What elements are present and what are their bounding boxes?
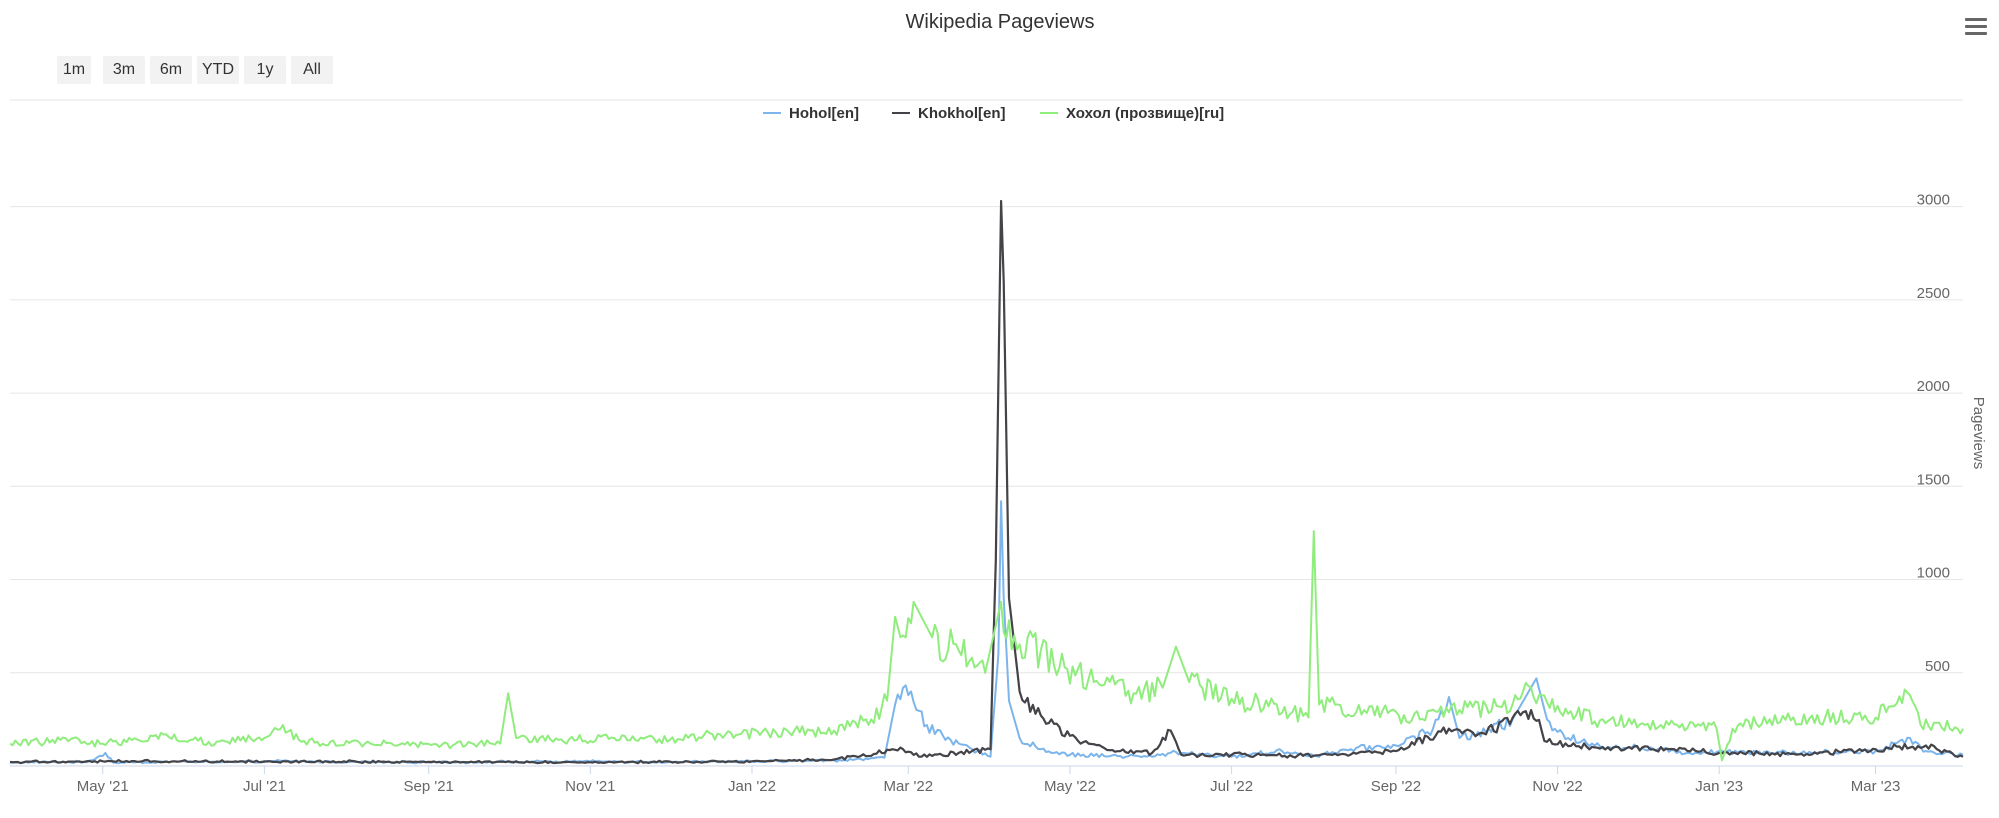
x-tick-label: Jan '23	[1695, 778, 1743, 795]
series-line-2	[9, 530, 1964, 762]
series-lines	[9, 199, 1964, 765]
y-tick-label: 500	[1925, 658, 1950, 675]
legend-item-1[interactable]: Khokhol[en]	[918, 105, 1006, 122]
range-button-6m[interactable]: 6m	[150, 56, 192, 84]
y-axis-title: Pageviews	[1970, 397, 1987, 470]
range-button-all[interactable]: All	[291, 56, 333, 84]
legend-item-0[interactable]: Hohol[en]	[789, 105, 859, 122]
y-axis-tick-labels: 500 1000 1500 2000 2500 3000	[1917, 192, 1950, 675]
y-gridlines	[10, 206, 1963, 674]
x-tick-label: Nov '21	[565, 778, 615, 795]
x-tick-label: Jan '22	[728, 778, 776, 795]
range-button-ytd[interactable]: YTD	[197, 56, 239, 84]
y-tick-label: 3000	[1917, 192, 1950, 209]
x-tick-label: May '22	[1044, 778, 1096, 795]
y-tick-label: 1000	[1917, 565, 1950, 582]
x-tick-label: Mar '22	[884, 778, 934, 795]
y-tick-label: 2500	[1917, 285, 1950, 302]
range-button-3m[interactable]: 3m	[103, 56, 145, 84]
x-tick-label: May '21	[77, 778, 129, 795]
x-tick-label: Jul '22	[1210, 778, 1253, 795]
legend-item-2[interactable]: Хохол (прозвище)[ru]	[1066, 105, 1224, 122]
x-tick-label: Mar '23	[1851, 778, 1901, 795]
x-tick-label: Jul '21	[243, 778, 286, 795]
range-button-1m[interactable]: 1m	[57, 56, 91, 84]
series-line-1	[9, 199, 1964, 765]
x-tick-label: Sep '21	[403, 778, 453, 795]
chart-legend: Hohol[en] Khokhol[en] Хохол (прозвище)[ru]	[763, 105, 1224, 122]
x-axis-tick-labels: May '21 Jul '21 Sep '21 Nov '21 Jan '22 Mar '…	[77, 766, 1901, 795]
y-tick-label: 2000	[1917, 378, 1950, 395]
x-tick-label: Nov '22	[1532, 778, 1582, 795]
y-tick-label: 1500	[1917, 471, 1950, 488]
chart-title: Wikipedia Pageviews	[906, 11, 1095, 33]
x-tick-label: Sep '22	[1371, 778, 1421, 795]
hamburger-menu-icon[interactable]	[1965, 18, 1987, 36]
range-button-1y[interactable]: 1y	[244, 56, 286, 84]
